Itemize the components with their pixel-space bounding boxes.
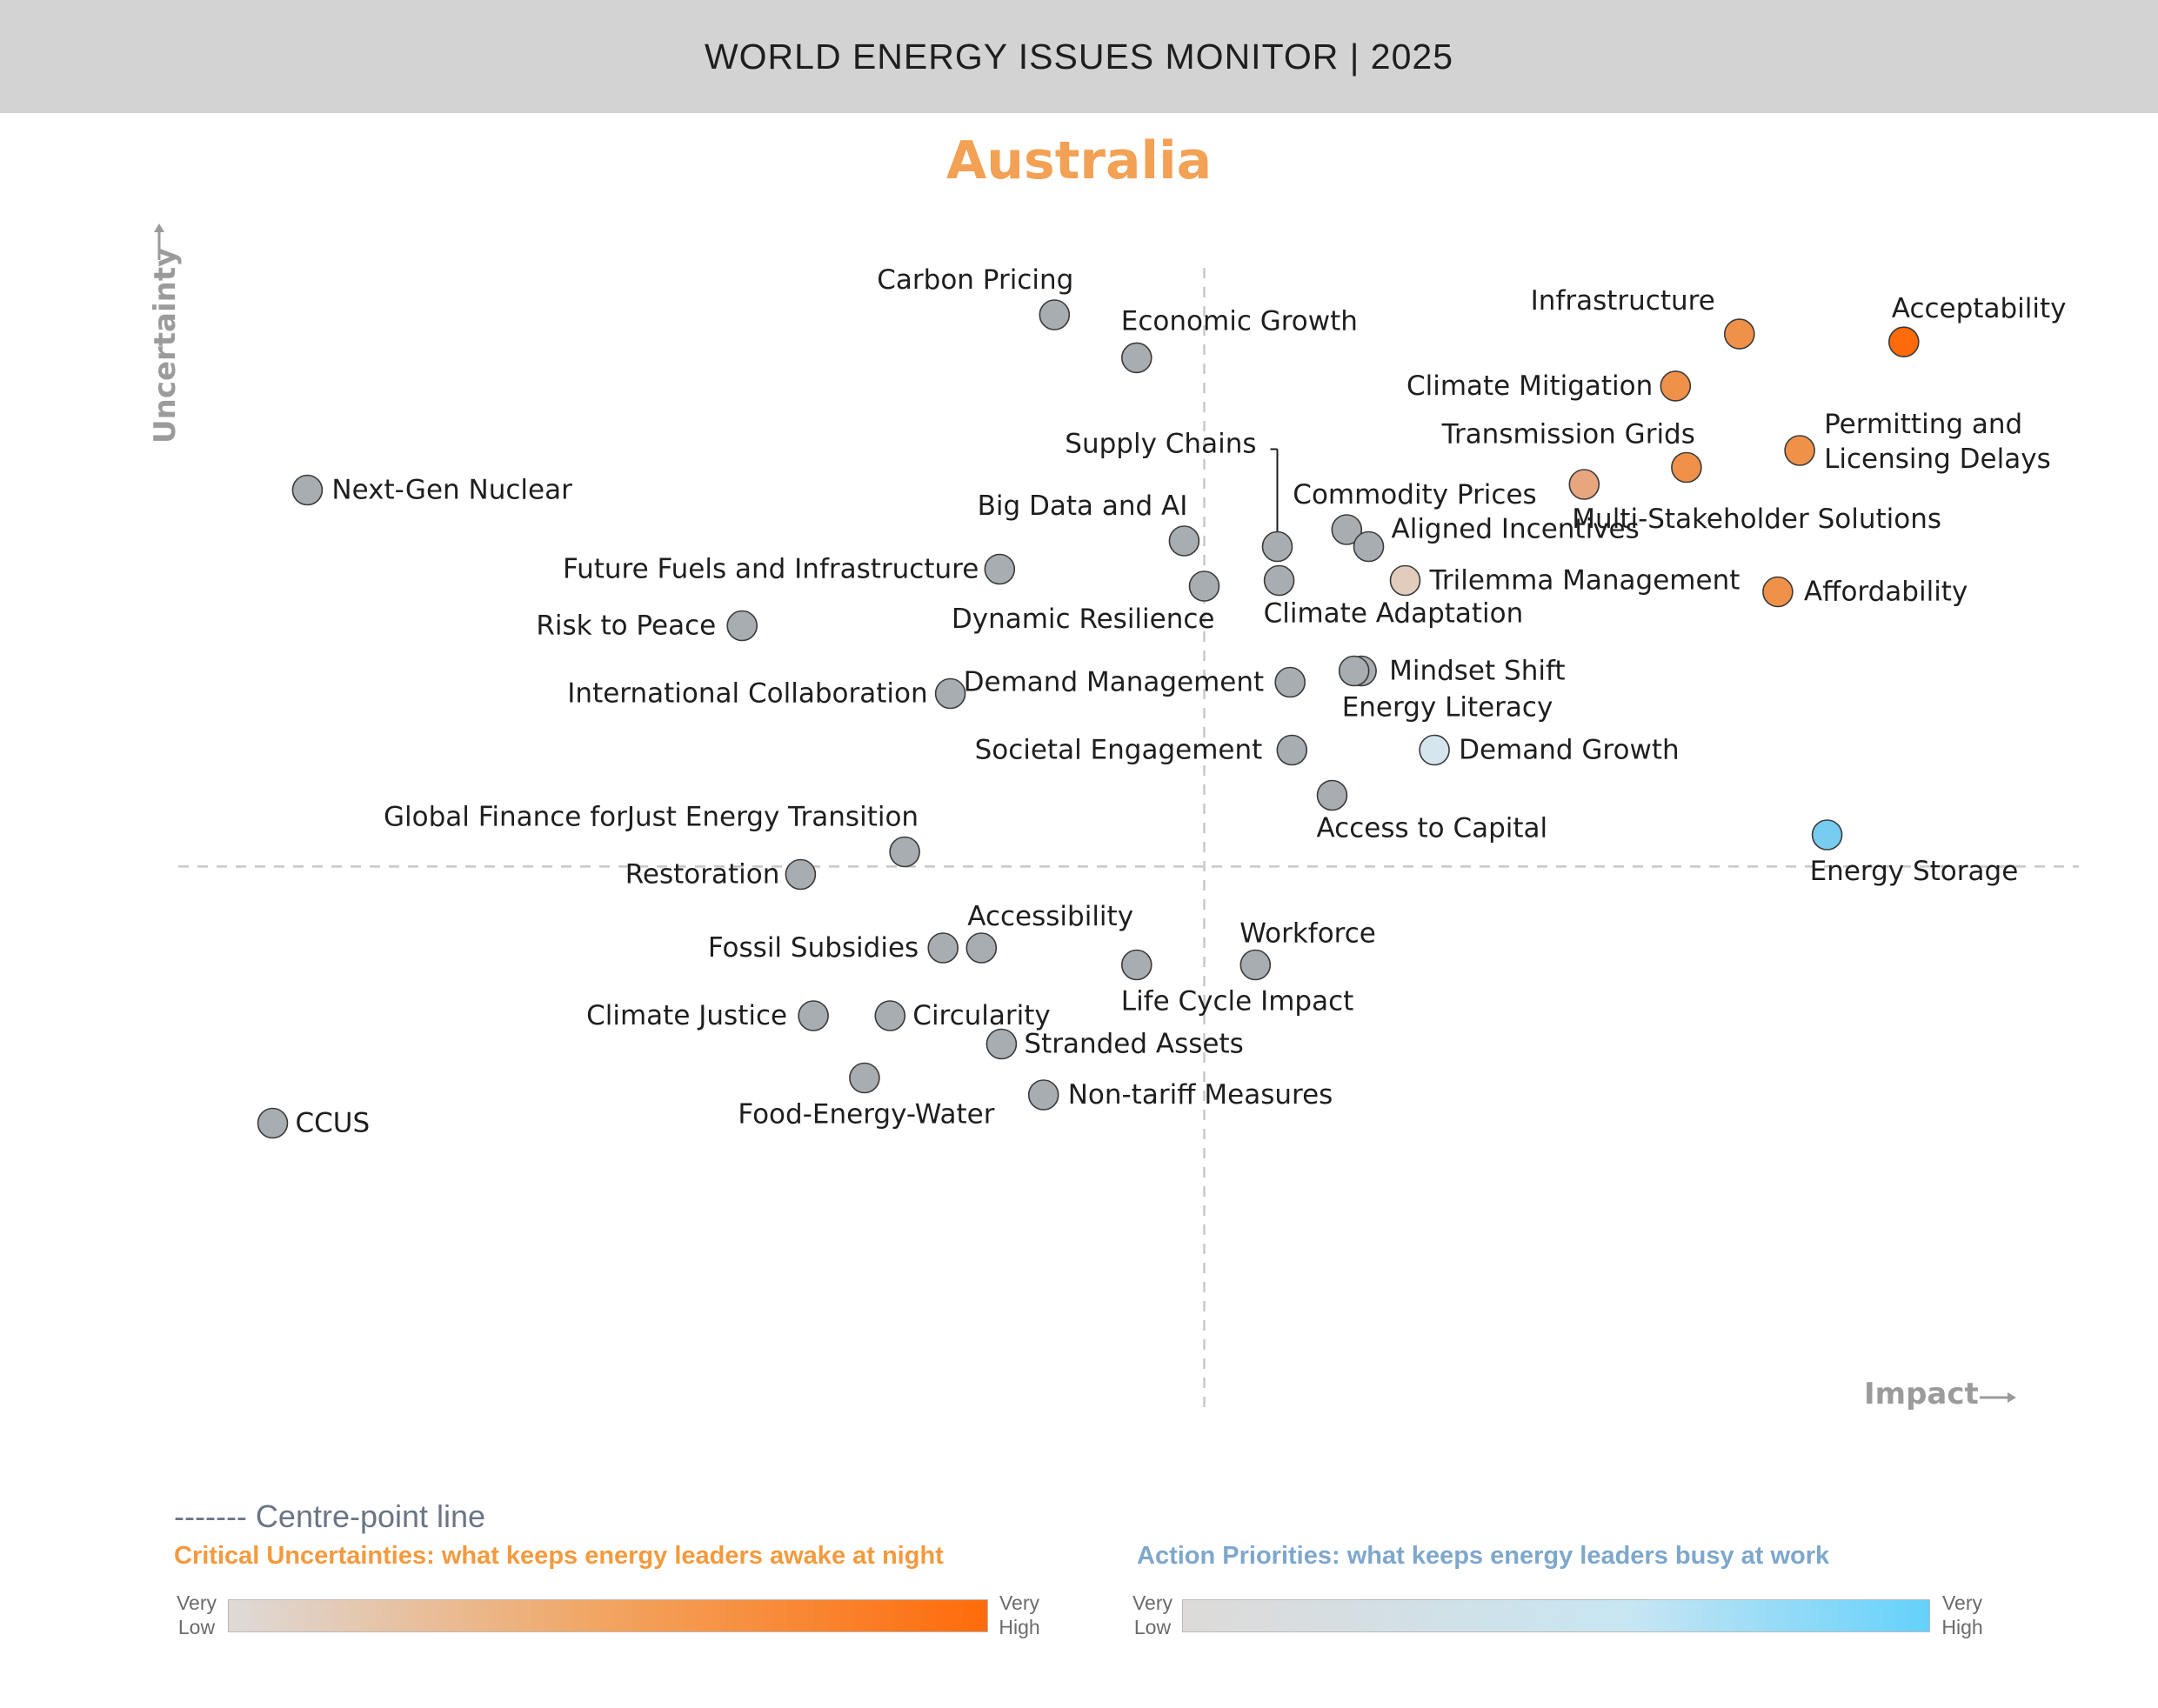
point-permitting-and-licensing-delays[interactable] xyxy=(1784,435,1815,466)
label-affordability: Affordability xyxy=(1804,577,1968,608)
label-non-tariff-measures: Non-tariff Measures xyxy=(1068,1079,1333,1111)
point-fossil-subsidies[interactable] xyxy=(927,932,959,964)
label-commodity-prices: Commodity Prices xyxy=(1293,479,1536,510)
label-permitting-and-licensing-delays: Permitting and Licensing Delays xyxy=(1824,409,2051,475)
label-energy-storage: Energy Storage xyxy=(1810,856,2019,887)
point-workforce[interactable] xyxy=(1239,949,1272,981)
label-circularity: Circularity xyxy=(912,1000,1050,1031)
critical-scale-high-label: Very High xyxy=(999,1591,1040,1638)
point-transmission-grids[interactable] xyxy=(1671,451,1702,484)
point-carbon-pricing[interactable] xyxy=(1039,299,1071,330)
point-restoration[interactable] xyxy=(785,858,817,891)
label-demand-growth: Demand Growth xyxy=(1459,735,1680,766)
label-dynamic-resilience: Dynamic Resilience xyxy=(952,604,1215,635)
label-life-cycle-impact: Life Cycle Impact xyxy=(1121,986,1354,1017)
point-aligned-incentives[interactable] xyxy=(1353,530,1385,563)
label-demand-management: Demand Management xyxy=(964,667,1265,698)
label-climate-adaptation: Climate Adaptation xyxy=(1264,598,1524,630)
point-food-energy-water[interactable] xyxy=(849,1062,880,1094)
header-bar: WORLD ENERGY ISSUES MONITOR | 2025 xyxy=(0,0,2158,113)
action-scale-high-label: Very High xyxy=(1941,1591,1983,1638)
label-access-to-capital: Access to Capital xyxy=(1317,813,1548,844)
point-climate-adaptation[interactable] xyxy=(1263,564,1295,597)
point-economic-growth[interactable] xyxy=(1121,342,1152,374)
point-dynamic-resilience[interactable] xyxy=(1188,570,1220,602)
x-axis-label: Impact xyxy=(1864,1377,1979,1411)
label-acceptability: Acceptability xyxy=(1892,293,2067,324)
point-ccus[interactable] xyxy=(257,1107,289,1139)
point-demand-management[interactable] xyxy=(1274,666,1306,698)
label-climate-justice: Climate Justice xyxy=(586,1000,787,1031)
label-stranded-assets: Stranded Assets xyxy=(1024,1029,1243,1060)
label-economic-growth: Economic Growth xyxy=(1121,305,1358,337)
label-workforce: Workforce xyxy=(1239,918,1376,950)
point-commodity-prices[interactable] xyxy=(1331,514,1363,545)
label-food-energy-water: Food-Energy-Water xyxy=(738,1099,994,1131)
point-energy-literacy[interactable] xyxy=(1338,655,1370,687)
action-scale-low-label: Very Low xyxy=(1132,1591,1173,1638)
label-infrastructure: Infrastructure xyxy=(1531,285,1715,317)
point-future-fuels-and-infrastructure[interactable] xyxy=(984,553,1016,585)
point-big-data-and-ai[interactable] xyxy=(1168,525,1200,557)
label-societal-engagement: Societal Engagement xyxy=(975,735,1263,766)
arrow-right-icon xyxy=(1980,1392,2016,1403)
point-acceptability[interactable] xyxy=(1888,326,1920,358)
label-next-gen-nuclear: Next-Gen Nuclear xyxy=(331,475,572,506)
label-climate-mitigation: Climate Mitigation xyxy=(1406,370,1653,402)
action-gradient-bar xyxy=(1182,1599,1930,1632)
label-aligned-incentives: Aligned Incentives xyxy=(1392,514,1640,545)
label-energy-literacy: Energy Literacy xyxy=(1342,692,1553,724)
point-energy-storage[interactable] xyxy=(1811,819,1843,851)
point-risk-to-peace[interactable] xyxy=(726,610,758,642)
critical-gradient-bar xyxy=(228,1599,988,1632)
centre-point-legend: ------- Centre-point line xyxy=(174,1498,486,1534)
report-title: WORLD ENERGY ISSUES MONITOR | 2025 xyxy=(704,37,1454,77)
point-next-gen-nuclear[interactable] xyxy=(291,474,324,506)
arrow-up-icon xyxy=(154,224,164,260)
label-carbon-pricing: Carbon Pricing xyxy=(877,264,1073,296)
point-circularity[interactable] xyxy=(874,1000,906,1031)
label-fossil-subsidies: Fossil Subsidies xyxy=(708,932,919,964)
point-affordability[interactable] xyxy=(1762,576,1794,608)
point-societal-engagement[interactable] xyxy=(1276,734,1308,766)
label-trilemma-management: Trilemma Management xyxy=(1429,565,1740,597)
label-big-data-and-ai: Big Data and AI xyxy=(978,490,1188,522)
label-international-collaboration: International Collaboration xyxy=(567,678,927,710)
point-global-finance-forjust-energy-transition[interactable] xyxy=(889,836,920,868)
point-demand-growth[interactable] xyxy=(1419,734,1450,766)
critical-scale-low-label: Very Low xyxy=(176,1591,217,1638)
point-stranded-assets[interactable] xyxy=(985,1028,1018,1060)
point-accessibility[interactable] xyxy=(965,932,998,964)
label-risk-to-peace: Risk to Peace xyxy=(536,610,716,642)
point-international-collaboration[interactable] xyxy=(934,677,966,710)
country-title: Australia xyxy=(945,130,1213,191)
label-transmission-grids: Transmission Grids xyxy=(1441,419,1695,450)
label-supply-chains: Supply Chains xyxy=(1065,429,1256,460)
point-climate-justice[interactable] xyxy=(798,1000,829,1031)
point-infrastructure[interactable] xyxy=(1724,318,1755,350)
point-life-cycle-impact[interactable] xyxy=(1121,949,1152,981)
action-priorities-title: Action Priorities: what keeps energy lea… xyxy=(1137,1542,1830,1570)
point-trilemma-management[interactable] xyxy=(1389,564,1421,597)
label-ccus: CCUS xyxy=(296,1108,371,1139)
point-access-to-capital[interactable] xyxy=(1316,779,1348,811)
label-restoration: Restoration xyxy=(625,859,780,891)
scatter-plot: Acceptability Infrastructure Climate Mitig… xyxy=(178,264,2079,1413)
point-climate-mitigation[interactable] xyxy=(1660,370,1692,402)
label-global-finance-forjust-energy-transition: Global Finance forJust Energy Transition xyxy=(384,802,919,833)
label-mindset-shift: Mindset Shift xyxy=(1389,656,1565,687)
point-supply-chains[interactable] xyxy=(1261,530,1293,563)
label-future-fuels-and-infrastructure: Future Fuels and Infrastructure xyxy=(563,554,979,585)
point-non-tariff-measures[interactable] xyxy=(1027,1079,1059,1111)
point-multi-stakeholder-solutions[interactable] xyxy=(1568,469,1600,500)
label-multi-stakeholder-solutions: Multi-Stakeholder Solutions xyxy=(1572,504,1941,535)
critical-uncertainties-title: Critical Uncertainties: what keeps energ… xyxy=(174,1542,944,1570)
label-accessibility: Accessibility xyxy=(967,901,1133,932)
